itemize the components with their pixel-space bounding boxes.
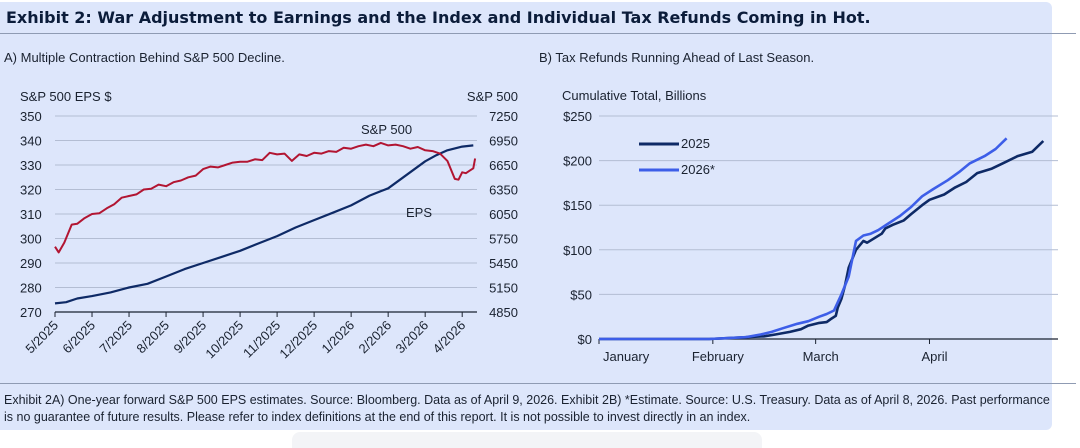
chart-b-xtick-label: January [603,349,650,364]
chart-a-ytick-left: 330 [20,158,42,173]
eps-annotation: EPS [406,205,432,220]
overlay-bar [292,432,762,448]
chart-a-ytick-left: 350 [20,109,42,124]
chart-b-xtick-label: March [803,349,839,364]
footnote: Exhibit 2A) One-year forward S&P 500 EPS… [4,393,1050,424]
panel-b-title: B) Tax Refunds Running Ahead of Last Sea… [539,50,815,65]
panel-a-title: A) Multiple Contraction Behind S&P 500 D… [4,50,285,65]
chart-a-ytick-left: 290 [20,256,42,271]
chart-a-ytick-right: 6350 [489,183,518,198]
chart-a-xtick-label: 4/2026 [430,318,469,357]
chart-a-xtick-label: 10/2025 [202,318,246,362]
legend-2026-label: 2026* [681,162,715,177]
chart-a-xtick-label: 7/2025 [96,318,135,357]
chart-a-xtick-label: 8/2025 [133,318,172,357]
chart-a-ytick-right: 6650 [489,158,518,173]
chart-a-ytick-right: 5450 [489,256,518,271]
chart-b-ytick: $50 [570,287,592,302]
chart-a-ytick-left: 320 [20,183,42,198]
series-2025-line [599,140,1045,341]
chart-a-ytick-right: 4850 [489,305,518,320]
chart-b-xtick-label: February [692,349,745,364]
chart-a-ylabel-right: S&P 500 [467,89,518,104]
chart-a-xtick-label: 3/2026 [393,318,432,357]
chart-a-ytick-right: 6950 [489,134,518,149]
title-rule [0,33,1076,34]
chart-a-ytick-left: 300 [20,232,42,247]
spx-annotation: S&P 500 [361,122,412,137]
chart-a-ytick-right: 5750 [489,232,518,247]
eps-line [54,144,474,305]
chart-a-ytick-left: 270 [20,305,42,320]
chart-a-ytick-left: 310 [20,207,42,222]
chart-b-ylabel: Cumulative Total, Billions [562,88,707,103]
chart-a-ytick-right: 5150 [489,281,518,296]
exhibit-panel [0,2,1052,430]
chart-b-ytick: $200 [563,154,592,169]
series-2026-line [599,137,1008,341]
chart-a-ytick-left: 340 [20,134,42,149]
chart-b-ytick: $100 [563,243,592,258]
chart-b-ytick: $150 [563,198,592,213]
chart-a-xtick-label: 2/2026 [356,318,395,357]
legend-2025-label: 2025 [681,136,710,151]
chart-b-xtick-label: April [921,349,947,364]
chart-a-ytick-left: 280 [20,281,42,296]
chart-a-ylabel-left: S&P 500 EPS $ [20,89,112,104]
chart-b: $0 $50 $100 $150 $200 $250 January February Marc… [562,88,1058,364]
chart-a-xtick-label: 1/2026 [319,318,358,357]
chart-b-ytick: $0 [578,332,592,347]
chart-a-xtick-label: 5/2025 [22,318,61,357]
footnote-rule [0,383,1076,384]
chart-a: 270 280 290 300 310 320 330 340 350 4850 5150 5450 5… [20,89,518,362]
chart-b-ytick: $250 [563,109,592,124]
chart-a-xtick-label: 12/2025 [276,318,320,362]
spx-line [54,141,477,254]
chart-a-xtick-label: 11/2025 [240,318,283,361]
exhibit-title: Exhibit 2: War Adjustment to Earnings an… [6,8,871,27]
chart-a-ytick-right: 7250 [489,109,518,124]
chart-a-xtick-label: 6/2025 [59,318,98,357]
chart-a-ytick-right: 6050 [489,207,518,222]
